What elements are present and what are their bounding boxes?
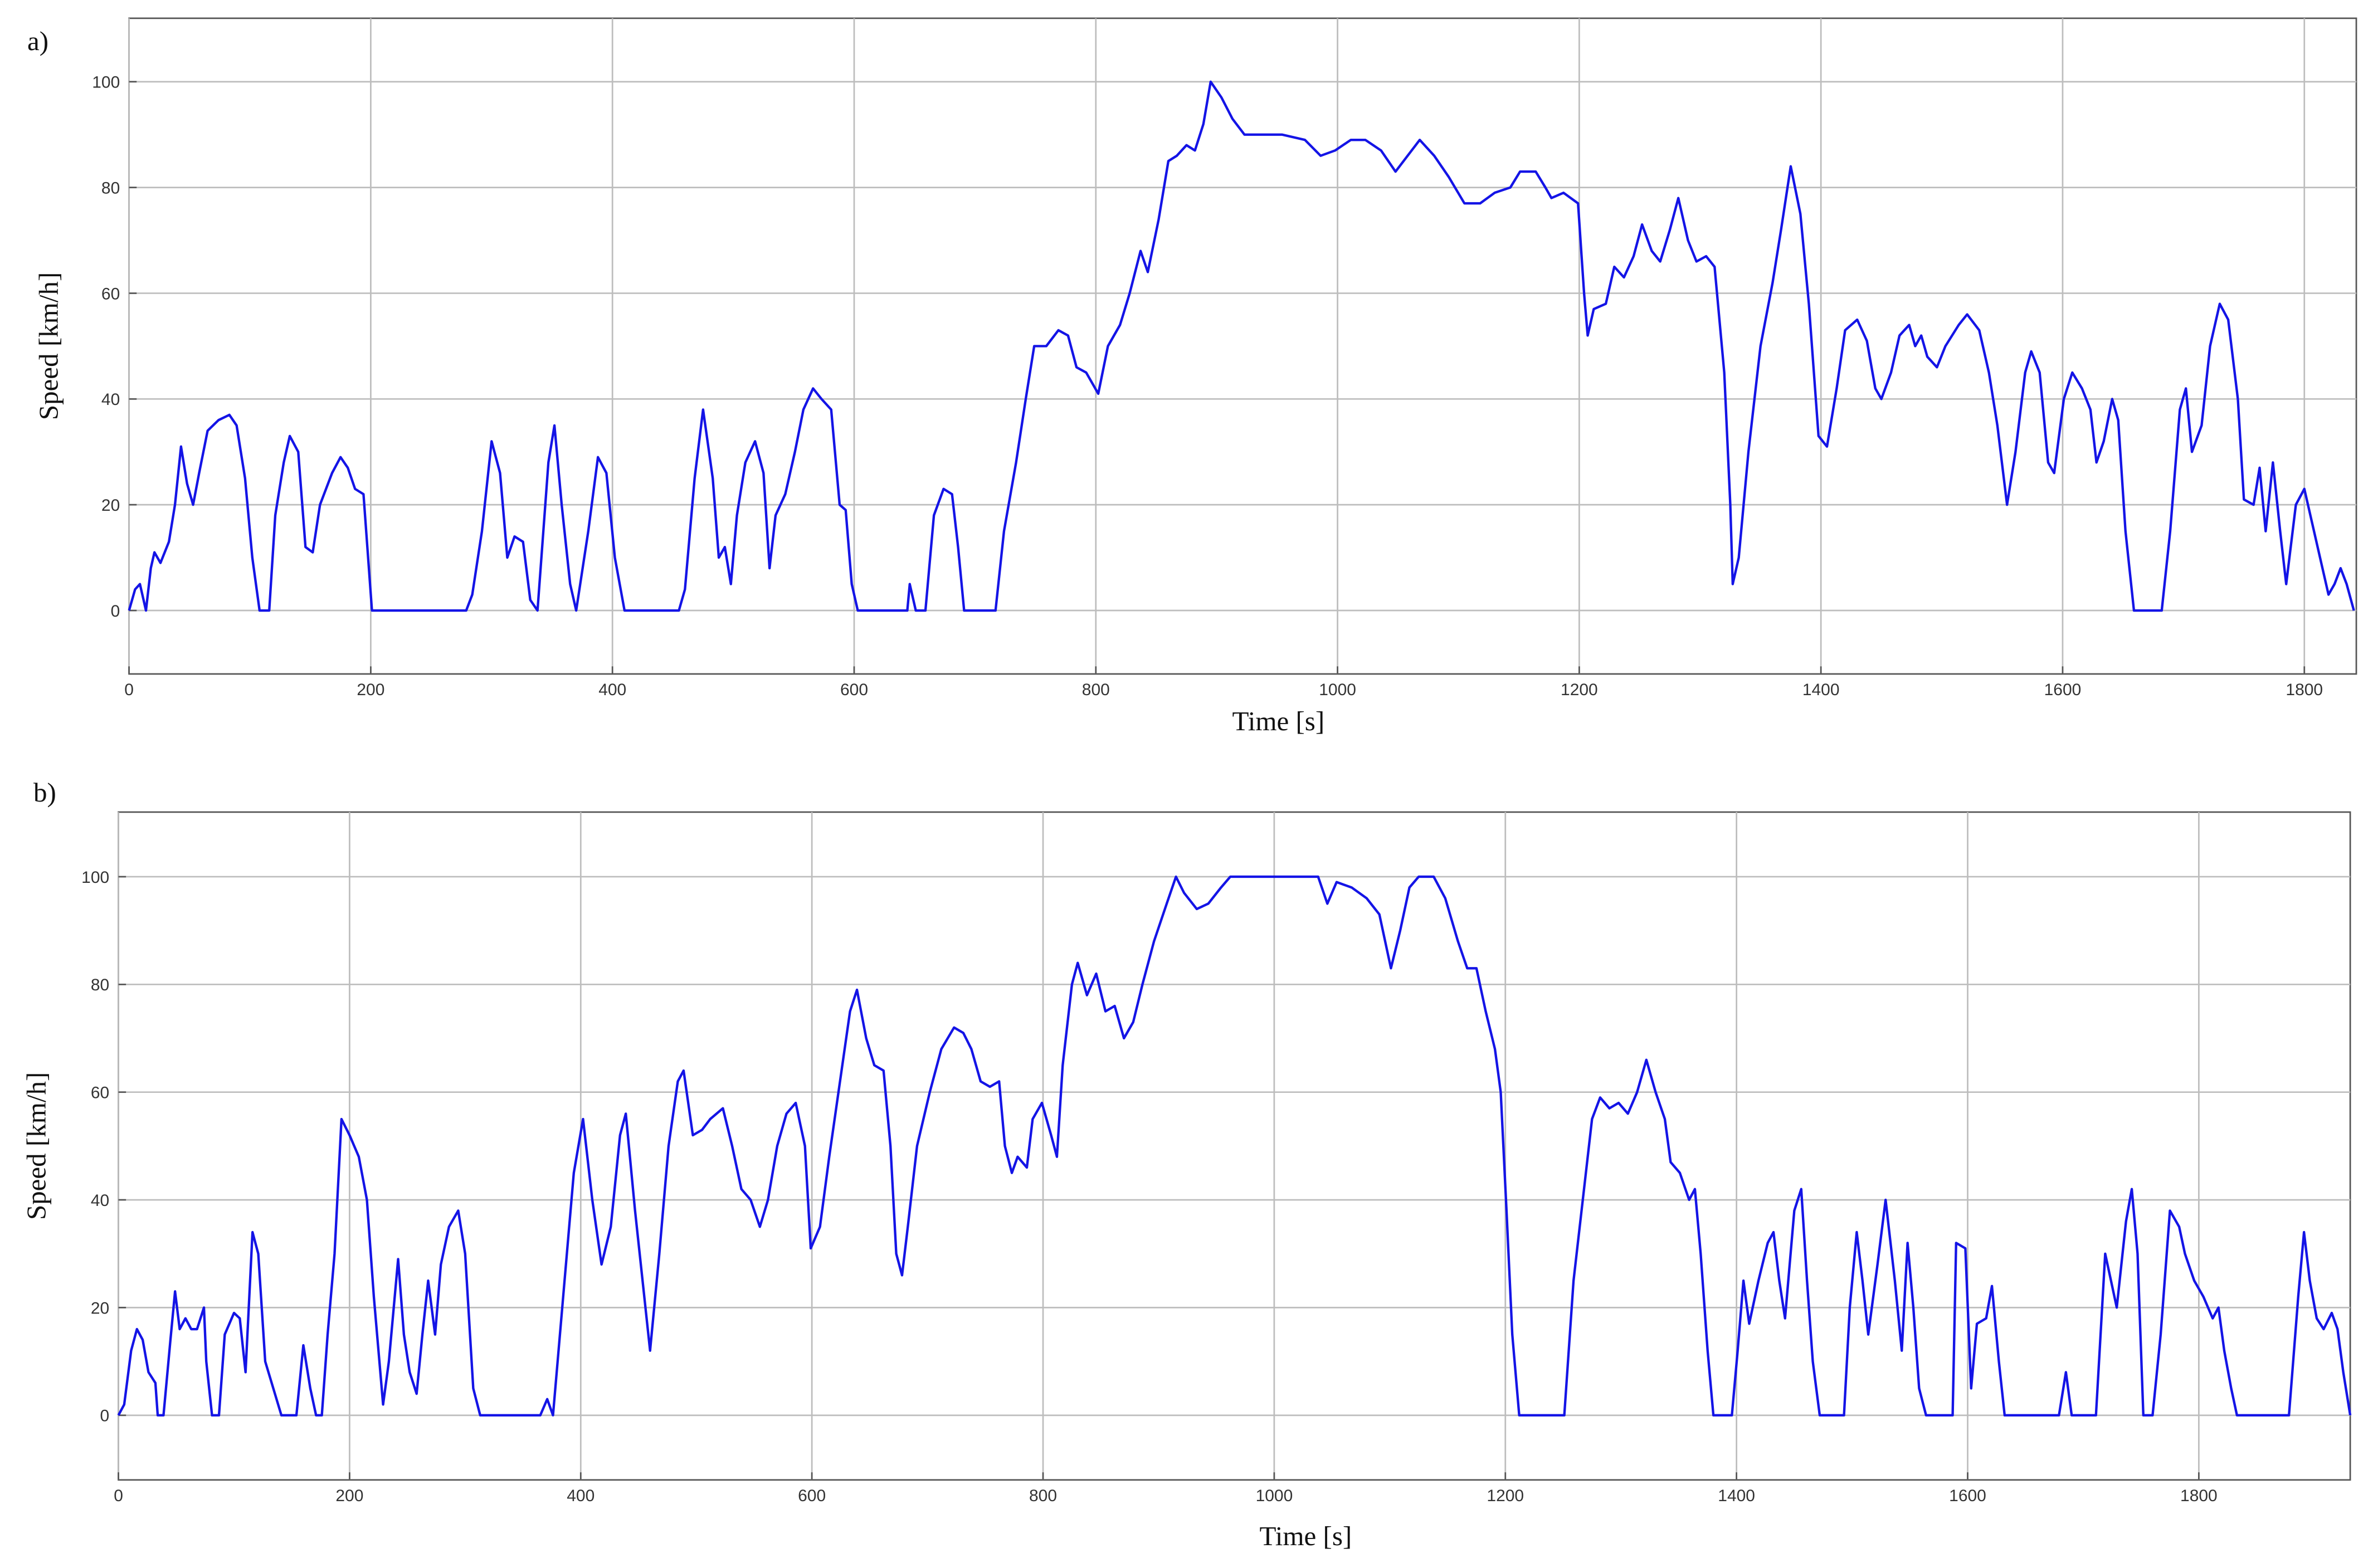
plot-area: [118, 811, 2351, 1481]
y-tick-label: 60: [91, 1084, 109, 1102]
x-tick-label: 1600: [2044, 681, 2082, 699]
y-tick-label: 0: [100, 1407, 110, 1425]
x-axis-label: Time [s]: [1260, 1521, 1352, 1551]
x-tick-label: 600: [798, 1487, 826, 1505]
x-tick-label: 1200: [1487, 1487, 1524, 1505]
x-axis-label: Time [s]: [1232, 706, 1324, 736]
panel-label: a): [27, 26, 48, 56]
x-tick-label: 200: [335, 1487, 363, 1505]
speed-line: [117, 875, 2352, 1417]
x-tick-label: 0: [124, 681, 134, 699]
x-tick-label: 1000: [1319, 681, 1356, 699]
x-tick-label: 200: [357, 681, 384, 699]
x-tick-label: 1600: [1949, 1487, 1986, 1505]
x-tick-label: 600: [840, 681, 868, 699]
y-tick-label: 60: [101, 285, 120, 303]
y-tick-label: 80: [101, 179, 120, 197]
y-tick-label: 20: [91, 1299, 109, 1317]
y-tick-label: 20: [101, 496, 120, 515]
x-tick-label: 1800: [2286, 681, 2323, 699]
y-tick-label: 100: [81, 868, 109, 887]
panel-label: b): [33, 777, 56, 808]
x-tick-label: 1000: [1256, 1487, 1293, 1505]
y-tick-label: 100: [92, 74, 120, 92]
y-tick-label: 80: [91, 976, 109, 994]
y-tick-label: 40: [101, 390, 120, 409]
x-tick-label: 400: [598, 681, 626, 699]
x-tick-label: 800: [1029, 1487, 1057, 1505]
x-tick-label: 1400: [1802, 681, 1840, 699]
y-tick-label: 0: [111, 602, 120, 621]
y-tick-label: 40: [91, 1191, 109, 1210]
x-tick-label: 0: [114, 1487, 123, 1505]
x-tick-label: 1200: [1561, 681, 1598, 699]
x-tick-label: 1400: [1718, 1487, 1755, 1505]
x-tick-label: 400: [567, 1487, 595, 1505]
x-tick-label: 1800: [2180, 1487, 2218, 1505]
x-tick-label: 800: [1082, 681, 1110, 699]
speed-line: [128, 80, 2355, 612]
y-axis-label: Speed [km/h]: [33, 272, 64, 421]
plot-area: [128, 17, 2357, 675]
y-axis-label: Speed [km/h]: [21, 1072, 52, 1220]
